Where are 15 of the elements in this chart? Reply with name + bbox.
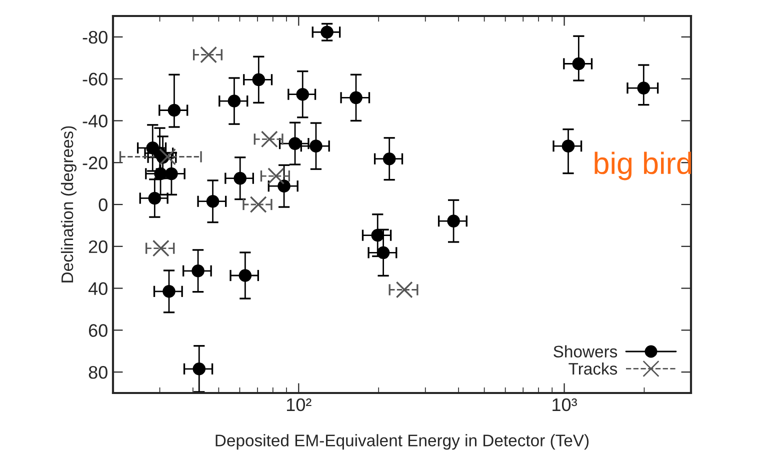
y-tick-label: -40 <box>82 114 108 128</box>
x-axis-title: Deposited EM-Equivalent Energy in Detector (TeV) <box>216 434 589 450</box>
legend-label: Showers <box>554 345 618 358</box>
y-tick-label: 0 <box>98 198 108 212</box>
x-tick-label: 10² <box>286 398 312 412</box>
y-tick-label: 80 <box>88 366 108 379</box>
x-tick-label: 10³ <box>552 398 577 412</box>
y-tick-label: 40 <box>88 282 108 295</box>
y-tick-label: -80 <box>82 30 108 44</box>
y-tick-label: 20 <box>88 240 108 254</box>
y-tick-label: 60 <box>88 324 108 337</box>
legend-label: Tracks <box>568 362 618 375</box>
y-tick-label: -20 <box>82 156 108 170</box>
y-tick-label: -60 <box>82 72 108 86</box>
y-axis-title: Declination (degrees) <box>60 126 76 282</box>
